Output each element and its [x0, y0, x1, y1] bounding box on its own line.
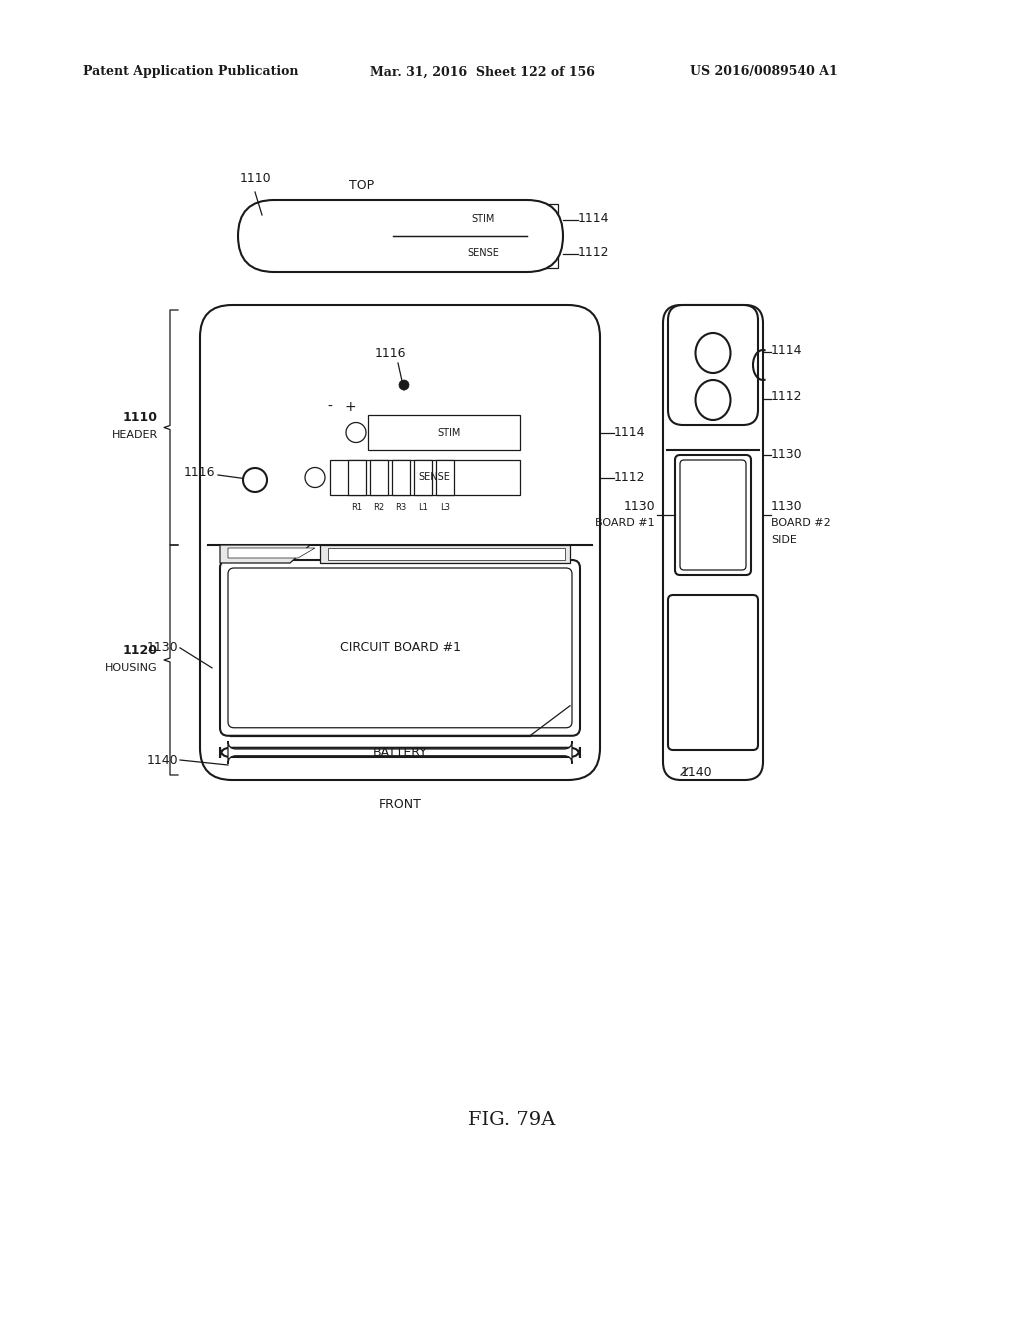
Bar — [319, 210, 336, 261]
Bar — [370, 459, 388, 495]
Bar — [298, 210, 314, 261]
Text: 1114: 1114 — [614, 426, 645, 440]
Text: HOUSING: HOUSING — [105, 663, 158, 673]
Polygon shape — [319, 545, 570, 564]
Bar — [330, 459, 520, 495]
FancyBboxPatch shape — [680, 459, 746, 570]
Text: 1120: 1120 — [123, 644, 158, 656]
Ellipse shape — [695, 380, 730, 420]
FancyBboxPatch shape — [238, 201, 563, 272]
Polygon shape — [220, 545, 310, 564]
FancyBboxPatch shape — [200, 305, 600, 780]
Bar — [436, 459, 454, 495]
Text: BOARD #1: BOARD #1 — [595, 517, 655, 528]
Circle shape — [399, 380, 409, 389]
Text: R1: R1 — [351, 503, 362, 512]
Bar — [342, 210, 358, 261]
Bar — [344, 201, 356, 210]
Bar — [414, 459, 432, 495]
Text: 1130: 1130 — [771, 500, 803, 513]
Text: FRONT: FRONT — [379, 799, 422, 810]
Text: Patent Application Publication: Patent Application Publication — [83, 66, 299, 78]
Bar — [364, 210, 380, 261]
FancyBboxPatch shape — [220, 560, 580, 735]
Text: 1130: 1130 — [771, 449, 803, 462]
Text: STIM: STIM — [437, 428, 461, 437]
Polygon shape — [228, 548, 315, 558]
Text: 1112: 1112 — [614, 471, 645, 484]
Text: 1114: 1114 — [771, 343, 803, 356]
FancyBboxPatch shape — [220, 747, 580, 758]
Circle shape — [243, 469, 267, 492]
Text: STIM: STIM — [471, 214, 495, 224]
Circle shape — [305, 467, 325, 487]
Bar — [388, 201, 400, 210]
Text: 1112: 1112 — [578, 246, 609, 259]
Text: L3: L3 — [440, 503, 450, 512]
FancyBboxPatch shape — [228, 568, 572, 727]
Bar — [392, 459, 410, 495]
Text: FIG. 79A: FIG. 79A — [468, 1111, 556, 1129]
Polygon shape — [328, 548, 565, 560]
Text: 1112: 1112 — [771, 391, 803, 404]
Text: Mar. 31, 2016  Sheet 122 of 156: Mar. 31, 2016 Sheet 122 of 156 — [370, 66, 595, 78]
Text: SENSE: SENSE — [418, 473, 450, 483]
Ellipse shape — [695, 333, 730, 374]
Text: 1116: 1116 — [183, 466, 215, 479]
Text: BOARD #2: BOARD #2 — [771, 517, 830, 528]
Bar — [408, 238, 558, 268]
Text: BATTERY: BATTERY — [373, 746, 427, 759]
Text: 1130: 1130 — [146, 642, 178, 655]
Bar — [348, 459, 366, 495]
Text: -: - — [328, 400, 333, 414]
Text: 1116: 1116 — [374, 347, 406, 360]
FancyBboxPatch shape — [668, 305, 758, 425]
Bar — [368, 414, 520, 450]
Bar — [680, 442, 746, 451]
Bar — [386, 210, 402, 261]
Text: TOP: TOP — [349, 180, 374, 191]
FancyBboxPatch shape — [668, 595, 758, 750]
Text: US 2016/0089540 A1: US 2016/0089540 A1 — [690, 66, 838, 78]
Text: 1110: 1110 — [123, 411, 158, 424]
Text: R2: R2 — [374, 503, 385, 512]
Text: L1: L1 — [418, 503, 428, 512]
Text: 1130: 1130 — [624, 500, 655, 513]
Text: +: + — [344, 400, 355, 414]
Text: SIDE: SIDE — [771, 535, 797, 545]
Text: 1114: 1114 — [578, 211, 609, 224]
Text: 1140: 1140 — [681, 766, 713, 779]
Text: 1140: 1140 — [146, 754, 178, 767]
Bar — [408, 205, 558, 234]
Text: SENSE: SENSE — [467, 248, 499, 257]
Circle shape — [258, 224, 282, 248]
FancyBboxPatch shape — [663, 305, 763, 780]
Bar — [322, 201, 334, 210]
Bar — [366, 201, 378, 210]
Circle shape — [346, 422, 366, 442]
Bar — [680, 450, 746, 459]
FancyBboxPatch shape — [228, 741, 572, 764]
Text: 1110: 1110 — [240, 172, 270, 185]
Text: CIRCUIT BOARD #1: CIRCUIT BOARD #1 — [340, 642, 461, 655]
Text: HEADER: HEADER — [112, 430, 158, 441]
FancyBboxPatch shape — [675, 455, 751, 576]
Text: R3: R3 — [395, 503, 407, 512]
Bar — [300, 201, 312, 210]
